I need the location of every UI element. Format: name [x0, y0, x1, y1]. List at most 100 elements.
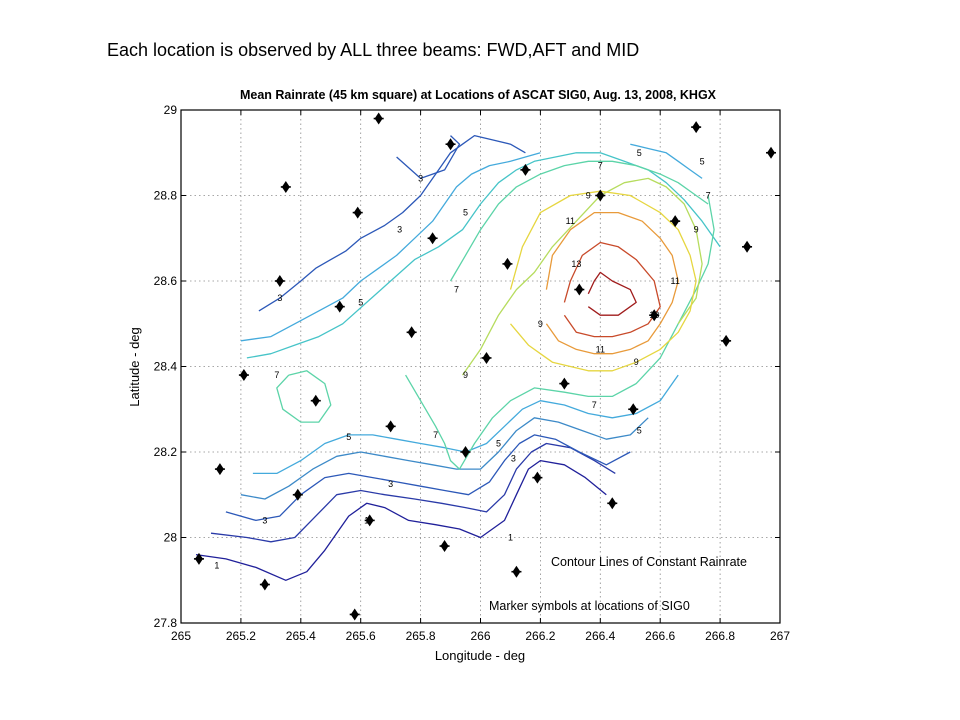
sig0-marker — [214, 463, 225, 476]
y-ticks: 27.8 28 28.2 28.4 28.6 28.8 29 — [154, 103, 780, 630]
contour-label: 3 — [262, 515, 267, 525]
contour-label: 3 — [397, 225, 402, 235]
sig0-marker — [742, 240, 753, 253]
contour-label: 9 — [463, 370, 468, 380]
contour-label: 5 — [637, 148, 642, 158]
contour-label: 5 — [358, 297, 363, 307]
contour-label: 7 — [454, 285, 459, 295]
contour-label: 9 — [634, 357, 639, 367]
x-tick-label: 266 — [470, 629, 490, 643]
x-tick-label: 266.4 — [585, 629, 615, 643]
sig0-marker — [364, 514, 375, 527]
contour-label: 7 — [706, 191, 711, 201]
contour-label: 3 — [277, 293, 282, 303]
contour-label: 7 — [592, 400, 597, 410]
sig0-marker — [520, 163, 531, 176]
contour-label: 3 — [418, 173, 423, 183]
contour-line-6 — [246, 152, 721, 359]
contour-line-4 — [240, 417, 649, 500]
x-tick-label: 265.8 — [406, 629, 436, 643]
y-tick-label: 28.6 — [154, 274, 178, 288]
contour-line-5 — [630, 143, 703, 179]
contour-line-11 — [545, 211, 679, 355]
contour-label: 11 — [566, 216, 575, 226]
contour-label: 5 — [637, 426, 642, 436]
sig0-marker — [427, 232, 438, 245]
x-tick-label: 265.6 — [346, 629, 376, 643]
sig0-marker — [628, 403, 639, 416]
contour-layer: 1113333335555555777777999991111111313 — [195, 134, 721, 581]
sig0-marker — [532, 471, 543, 484]
sig0-marker — [385, 420, 396, 433]
sig0-marker — [238, 369, 249, 382]
marker-layer — [193, 112, 777, 621]
contour-label: 1 — [214, 560, 219, 570]
contour-label: 7 — [433, 430, 438, 440]
annotation-markers: Marker symbols at locations of SIG0 — [489, 599, 690, 613]
sig0-marker — [406, 326, 417, 339]
contour-label: 7 — [598, 161, 603, 171]
sig0-marker — [721, 334, 732, 347]
contour-label: 11 — [596, 344, 605, 354]
sig0-marker — [349, 608, 360, 621]
sig0-marker — [607, 497, 618, 510]
y-tick-label: 28.4 — [154, 360, 178, 374]
sig0-marker — [670, 215, 681, 228]
contour-label: 5 — [346, 432, 351, 442]
sig0-marker — [511, 565, 522, 578]
x-tick-label: 266.8 — [705, 629, 735, 643]
sig0-marker — [481, 351, 492, 364]
slide-title: Each location is observed by ALL three b… — [107, 40, 640, 60]
contour-line-2 — [210, 442, 616, 543]
sig0-marker — [445, 138, 456, 151]
y-tick-label: 28 — [164, 531, 178, 545]
y-tick-label: 28.8 — [154, 189, 178, 203]
sig0-marker — [766, 146, 777, 159]
y-tick-label: 28.2 — [154, 445, 178, 459]
contour-line-13 — [563, 241, 661, 338]
sig0-marker — [691, 121, 702, 134]
x-tick-label: 266.6 — [645, 629, 675, 643]
contour-line-9 — [509, 190, 697, 372]
grid-layer — [181, 110, 780, 623]
sig0-marker — [502, 257, 513, 270]
sig0-marker — [574, 283, 585, 296]
sig0-marker — [274, 275, 285, 287]
contour-line-7 — [449, 160, 709, 282]
sig0-marker — [193, 552, 204, 565]
contour-line-5 — [252, 374, 679, 475]
contour-line-7 — [276, 370, 332, 423]
contour-label: 9 — [586, 191, 591, 201]
sig0-marker — [559, 377, 570, 390]
contour-label: 3 — [388, 479, 393, 489]
contour-line-3 — [396, 135, 461, 180]
sig0-marker — [310, 394, 321, 407]
contour-label: 7 — [274, 370, 279, 380]
sig0-marker — [373, 112, 384, 125]
sig0-marker — [439, 540, 450, 553]
plot-title: Mean Rainrate (45 km square) at Location… — [240, 88, 717, 102]
sig0-marker — [595, 189, 606, 202]
contour-label: 1 — [508, 533, 513, 543]
annotation-contour-lines: Contour Lines of Constant Rainrate — [551, 555, 747, 569]
contour-line-5 — [240, 152, 541, 342]
x-tick-label: 267 — [770, 629, 790, 643]
x-tick-label: 265 — [171, 629, 191, 643]
contour-label: 5 — [700, 156, 705, 166]
contour-line-14 — [587, 271, 637, 316]
contour-label: 3 — [511, 453, 516, 463]
x-tick-label: 266.2 — [525, 629, 555, 643]
y-tick-label: 27.8 — [154, 616, 178, 630]
x-tick-label: 265.4 — [286, 629, 316, 643]
sig0-marker — [460, 446, 471, 458]
y-tick-label: 29 — [164, 103, 178, 117]
contour-label: 5 — [496, 438, 501, 448]
sig0-marker — [259, 578, 270, 591]
y-axis-label: Latitude - deg — [127, 327, 142, 407]
contour-label: 9 — [538, 319, 543, 329]
x-ticks: 265 265.2 265.4 265.6 265.8 266 266.2 266.4 266.… — [171, 110, 790, 643]
x-tick-label: 265.2 — [226, 629, 256, 643]
sig0-marker — [352, 206, 363, 219]
contour-label: 13 — [571, 259, 581, 269]
